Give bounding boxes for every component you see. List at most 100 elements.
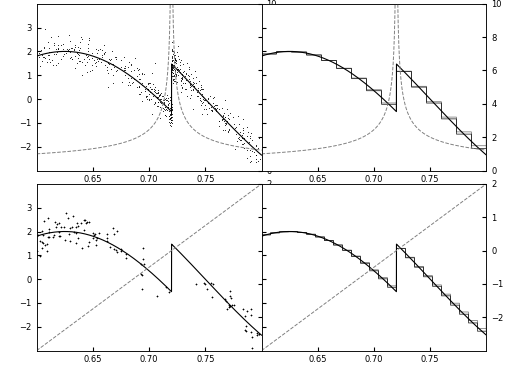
Point — [95, 230, 104, 236]
Point — [238, 141, 247, 147]
Point — [92, 59, 100, 65]
Point — [198, 100, 206, 106]
Point — [167, 114, 176, 120]
Point — [33, 231, 42, 238]
Point — [98, 54, 106, 60]
Point — [229, 114, 237, 120]
Point — [167, 110, 176, 116]
Point — [159, 97, 167, 103]
Point — [135, 84, 143, 90]
Point — [82, 69, 90, 75]
Point — [228, 302, 236, 308]
Point — [223, 106, 231, 112]
Point — [111, 68, 120, 74]
Point — [162, 98, 170, 104]
Point — [66, 38, 75, 44]
Point — [181, 71, 190, 77]
Point — [213, 101, 222, 107]
Point — [167, 55, 176, 61]
Point — [142, 94, 150, 100]
Point — [64, 215, 73, 221]
Point — [162, 95, 170, 101]
Point — [236, 137, 244, 143]
Point — [197, 84, 205, 90]
Point — [253, 330, 262, 336]
Point — [77, 59, 86, 65]
Point — [67, 54, 75, 60]
Point — [189, 81, 198, 87]
Point — [93, 56, 101, 62]
Point — [168, 69, 176, 75]
Point — [190, 83, 199, 89]
Point — [240, 135, 248, 141]
Point — [247, 148, 256, 154]
Point — [169, 65, 177, 71]
Point — [100, 51, 108, 57]
Point — [40, 26, 49, 32]
Point — [62, 46, 71, 52]
Point — [168, 67, 177, 73]
Point — [153, 90, 161, 97]
Point — [106, 57, 114, 63]
Point — [100, 49, 109, 55]
Point — [226, 303, 234, 309]
Point — [173, 79, 181, 85]
Point — [167, 116, 175, 123]
Point — [111, 57, 120, 63]
Point — [168, 65, 176, 71]
Point — [59, 52, 67, 58]
Point — [190, 80, 198, 86]
Point — [170, 72, 178, 78]
Point — [84, 56, 93, 62]
Point — [197, 98, 206, 104]
Point — [167, 119, 175, 125]
Point — [168, 46, 176, 52]
Point — [211, 106, 219, 112]
Point — [167, 115, 175, 121]
Point — [148, 86, 156, 92]
Point — [198, 112, 207, 118]
Point — [108, 61, 116, 67]
Point — [244, 140, 253, 146]
Point — [127, 61, 135, 67]
Point — [143, 96, 152, 102]
Point — [54, 46, 63, 52]
Point — [178, 70, 186, 77]
Point — [224, 128, 232, 134]
Point — [176, 66, 185, 72]
Point — [168, 74, 177, 80]
Point — [40, 44, 48, 50]
Point — [122, 254, 130, 261]
Point — [231, 146, 240, 152]
Point — [135, 71, 143, 77]
Point — [167, 110, 175, 116]
Point — [167, 111, 175, 117]
Point — [92, 46, 100, 52]
Point — [171, 69, 179, 75]
Point — [182, 70, 190, 76]
Point — [77, 245, 86, 251]
Point — [166, 110, 175, 116]
Point — [41, 242, 49, 248]
Point — [66, 49, 75, 55]
Point — [247, 130, 255, 136]
Point — [67, 45, 76, 51]
Point — [232, 138, 241, 144]
Point — [109, 225, 117, 231]
Point — [135, 84, 144, 90]
Point — [166, 120, 174, 126]
Point — [44, 52, 52, 58]
Point — [38, 52, 47, 58]
Point — [135, 66, 143, 72]
Point — [156, 104, 164, 110]
Point — [157, 96, 165, 102]
Point — [80, 227, 88, 233]
Point — [145, 90, 153, 97]
Point — [70, 46, 78, 52]
Point — [160, 100, 168, 106]
Point — [201, 281, 209, 287]
Point — [44, 227, 53, 233]
Point — [219, 116, 227, 122]
Point — [173, 64, 181, 70]
Point — [47, 34, 55, 40]
